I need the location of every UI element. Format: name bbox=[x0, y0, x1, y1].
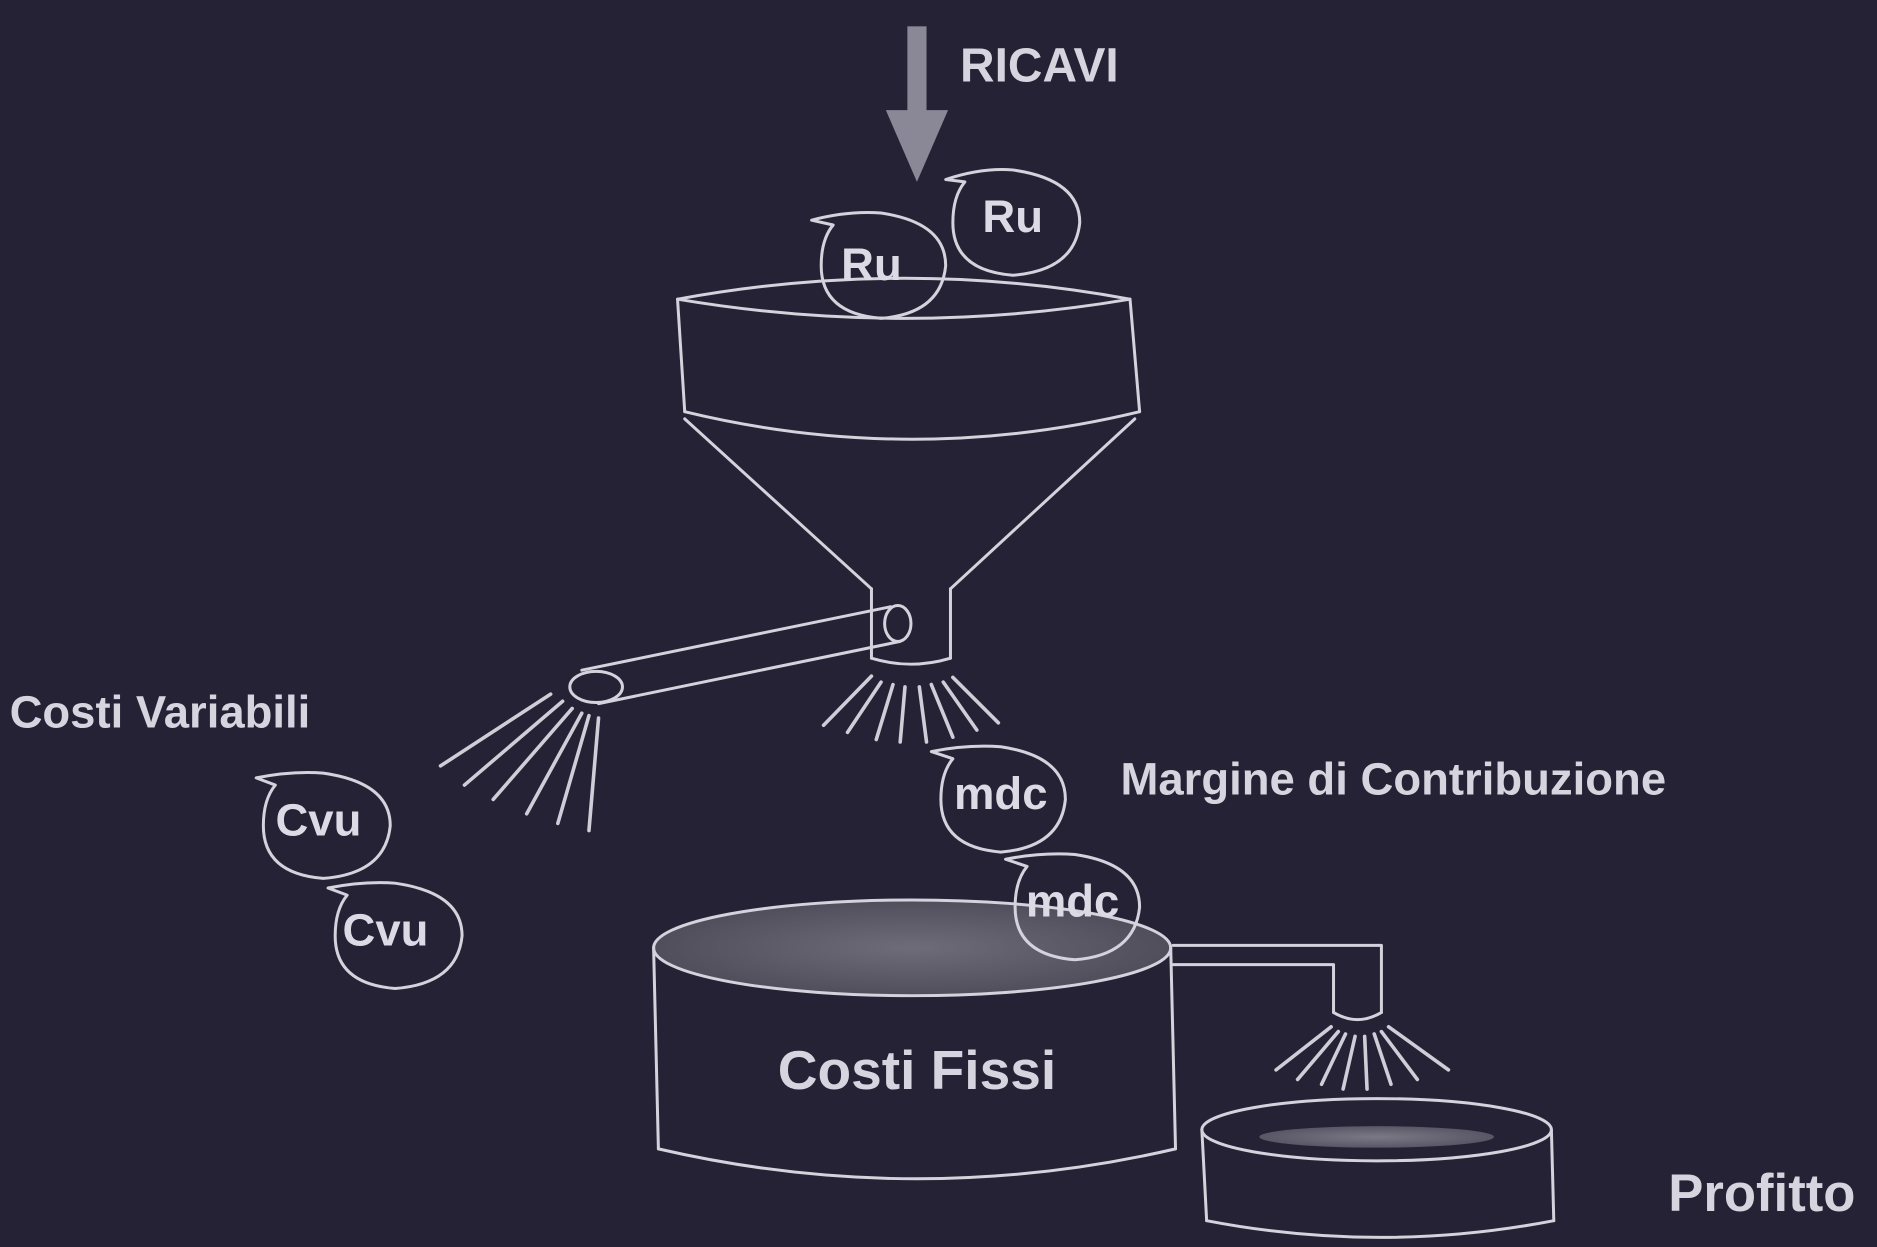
variable-cost-unit-coin-label: Cvu bbox=[342, 904, 428, 955]
margin-spray-icon bbox=[821, 674, 1001, 744]
revenue-label: RICAVI bbox=[960, 39, 1119, 92]
funnel-icon bbox=[568, 276, 1142, 706]
variable-costs-label: Costi Variabili bbox=[10, 687, 311, 738]
variable-cost-unit-coin: Cvu bbox=[326, 881, 464, 991]
variable-cost-spray-icon bbox=[438, 692, 601, 833]
margin-unit-coin: mdc bbox=[929, 744, 1067, 854]
margin-unit-coin-label: mdc bbox=[1026, 876, 1120, 927]
profit-bowl-icon bbox=[1200, 1097, 1556, 1239]
revenue-unit-coin: Ru bbox=[944, 168, 1082, 277]
revenue-unit-coin-label: Ru bbox=[982, 191, 1043, 242]
margin-unit-coin: mdc bbox=[1004, 852, 1142, 962]
variable-cost-unit-coin-label: Cvu bbox=[275, 794, 361, 845]
variable-cost-unit-coin: Cvu bbox=[254, 771, 392, 880]
profit-label: Profitto bbox=[1668, 1164, 1855, 1223]
fixed-costs-label: Costi Fissi bbox=[778, 1039, 1056, 1101]
revenue-unit-coin: Ru bbox=[810, 211, 948, 320]
profit-spray-icon bbox=[1274, 1025, 1451, 1091]
revenue-arrow-icon bbox=[885, 26, 949, 182]
revenue-unit-coin-label: Ru bbox=[841, 239, 902, 290]
margin-unit-coin-label: mdc bbox=[954, 768, 1048, 819]
contribution-margin-label: Margine di Contribuzione bbox=[1120, 754, 1666, 805]
fixed-costs-tank-icon bbox=[652, 898, 1383, 1181]
